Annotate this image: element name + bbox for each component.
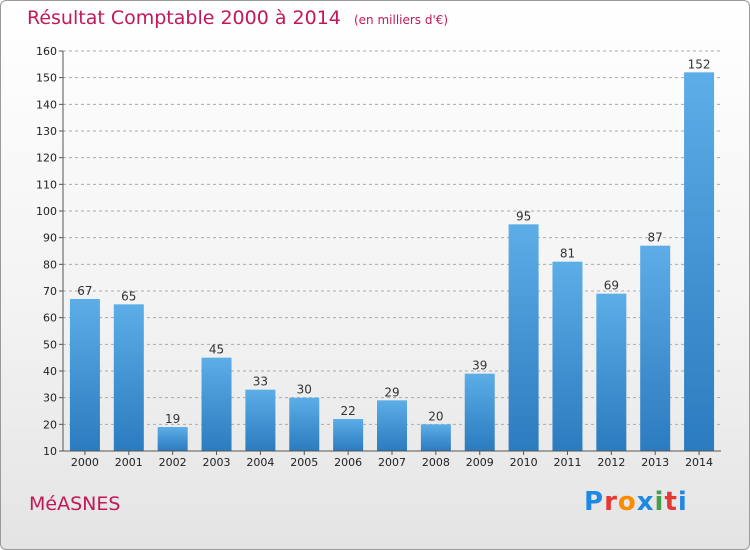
- y-tick-label: 150: [36, 72, 57, 85]
- data-label: 152: [688, 57, 711, 71]
- bar: [420, 424, 451, 451]
- bar: [464, 373, 495, 451]
- y-tick-label: 160: [36, 45, 57, 58]
- x-tick-label: 2011: [553, 456, 581, 469]
- y-tick-label: 90: [43, 232, 57, 245]
- y-tick-label: 70: [43, 285, 57, 298]
- x-tick-label: 2013: [641, 456, 669, 469]
- x-tick-label: 2009: [466, 456, 494, 469]
- data-label: 45: [209, 343, 224, 357]
- data-label: 29: [384, 385, 399, 399]
- data-label: 19: [165, 412, 180, 426]
- logo-letter: r: [604, 487, 618, 517]
- data-label: 39: [472, 359, 487, 373]
- bar: [69, 299, 100, 451]
- bar: [113, 304, 144, 451]
- chart-subtitle: (en milliers d'€): [353, 13, 449, 27]
- title-block: Résultat Comptable 2000 à 2014 (en milli…: [27, 7, 448, 29]
- y-tick-label: 20: [43, 418, 57, 431]
- chart-title: Résultat Comptable 2000 à 2014: [27, 7, 341, 29]
- bar: [289, 397, 320, 451]
- logo-letter: t: [664, 487, 678, 517]
- data-label: 20: [428, 409, 443, 423]
- logo-letter: i: [677, 487, 688, 517]
- data-label: 95: [516, 209, 531, 223]
- y-tick-label: 140: [36, 98, 57, 111]
- bar: [508, 224, 539, 451]
- y-tick-label: 30: [43, 392, 57, 405]
- x-tick-label: 2001: [115, 456, 143, 469]
- bar: [552, 261, 583, 451]
- y-tick-label: 80: [43, 258, 57, 271]
- x-tick-label: 2004: [246, 456, 274, 469]
- data-label: 69: [604, 279, 619, 293]
- y-tick-label: 60: [43, 312, 57, 325]
- y-tick-label: 130: [36, 125, 57, 138]
- bar: [377, 400, 407, 451]
- logo-letter: x: [636, 487, 655, 517]
- data-label: 65: [121, 289, 136, 303]
- y-tick-label: 50: [43, 338, 57, 351]
- y-tick-label: 40: [43, 365, 57, 378]
- data-label: 33: [253, 375, 268, 389]
- proxiti-logo: Proxiti: [584, 487, 688, 517]
- logo-letter: i: [654, 487, 665, 517]
- x-tick-label: 2010: [510, 456, 538, 469]
- data-label: 67: [77, 284, 92, 298]
- y-tick-label: 120: [36, 152, 57, 165]
- x-tick-label: 2005: [290, 456, 318, 469]
- bar: [640, 245, 671, 451]
- bar: [245, 389, 276, 451]
- logo-letter: P: [584, 487, 605, 517]
- data-label: 87: [648, 231, 663, 245]
- x-tick-label: 2000: [71, 456, 99, 469]
- x-tick-label: 2006: [334, 456, 362, 469]
- y-tick-label: 100: [36, 205, 57, 218]
- data-label: 81: [560, 247, 575, 261]
- bar: [684, 72, 715, 451]
- bar: [157, 427, 188, 451]
- bar: [201, 357, 232, 451]
- commune-name: MéASNES: [29, 493, 121, 515]
- x-tick-label: 2003: [203, 456, 231, 469]
- data-label: 30: [297, 383, 312, 397]
- x-tick-label: 2008: [422, 456, 450, 469]
- x-tick-label: 2014: [685, 456, 713, 469]
- y-tick-label: 110: [36, 178, 57, 191]
- y-tick-label: 10: [43, 445, 57, 458]
- x-tick-label: 2012: [597, 456, 625, 469]
- logo-letter: o: [617, 487, 637, 517]
- bar: [333, 419, 364, 451]
- x-tick-label: 2002: [159, 456, 187, 469]
- data-label: 22: [340, 404, 355, 418]
- x-tick-label: 2007: [378, 456, 406, 469]
- bar: [596, 293, 627, 451]
